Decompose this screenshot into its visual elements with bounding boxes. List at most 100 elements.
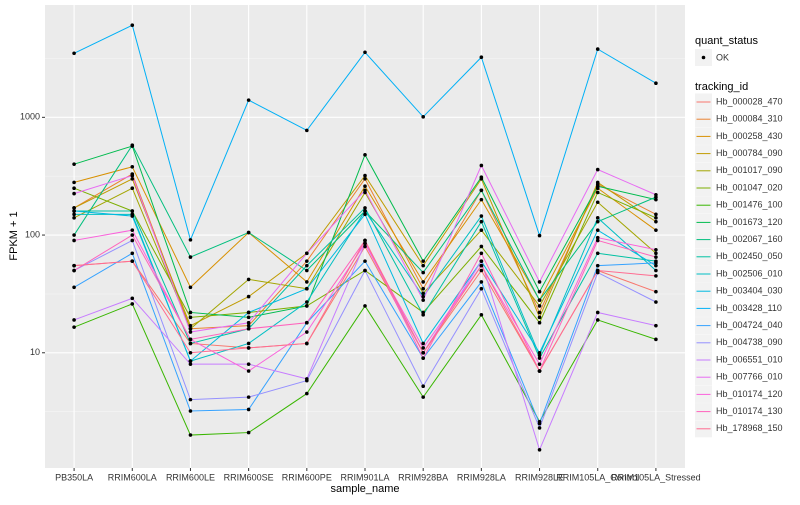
x-tick-label: RRIM901LA bbox=[340, 472, 389, 482]
data-point bbox=[130, 238, 135, 243]
data-point bbox=[305, 304, 309, 308]
data-point bbox=[421, 341, 425, 346]
data-point bbox=[595, 268, 600, 273]
data-point bbox=[363, 244, 367, 249]
data-point bbox=[595, 167, 600, 172]
legend-label: Hb_000784_090 bbox=[716, 148, 783, 158]
data-point bbox=[363, 241, 367, 246]
data-point bbox=[130, 302, 135, 306]
data-point bbox=[654, 289, 658, 294]
data-point bbox=[421, 259, 425, 263]
data-point bbox=[72, 325, 76, 329]
legend-label: Hb_000028_470 bbox=[716, 96, 783, 106]
data-point bbox=[188, 315, 193, 320]
data-point bbox=[479, 286, 484, 291]
data-point bbox=[654, 251, 658, 256]
data-point bbox=[72, 285, 76, 290]
data-point bbox=[537, 315, 542, 320]
x-tick-label: PB350LA bbox=[55, 472, 93, 482]
data-point bbox=[595, 219, 600, 224]
data-point bbox=[72, 162, 76, 166]
y-tick-label: 100 bbox=[25, 229, 40, 239]
data-point bbox=[305, 320, 309, 325]
data-point bbox=[421, 280, 425, 284]
data-point bbox=[654, 212, 658, 217]
data-point bbox=[246, 369, 251, 373]
data-point bbox=[421, 291, 425, 296]
data-point bbox=[246, 430, 251, 435]
data-point bbox=[188, 238, 193, 242]
data-point bbox=[363, 177, 367, 181]
legend-title: tracking_id bbox=[695, 81, 748, 93]
data-point bbox=[479, 219, 484, 224]
data-point bbox=[654, 274, 658, 278]
data-point bbox=[479, 197, 484, 202]
data-point bbox=[305, 280, 309, 284]
legend-title: quant_status bbox=[695, 35, 758, 47]
data-point bbox=[537, 289, 542, 294]
data-point bbox=[537, 304, 542, 308]
x-axis-title: sample_name bbox=[330, 483, 399, 495]
data-point bbox=[537, 353, 542, 358]
y-tick-label: 10 bbox=[30, 347, 40, 357]
data-point bbox=[305, 377, 309, 381]
legend-label: Hb_007766_010 bbox=[716, 372, 783, 382]
legend-label: Hb_001047_020 bbox=[716, 182, 783, 192]
data-point bbox=[537, 298, 542, 302]
data-point bbox=[130, 209, 135, 213]
data-point bbox=[72, 263, 76, 268]
data-point bbox=[72, 209, 76, 213]
data-point bbox=[537, 280, 542, 284]
data-point bbox=[363, 50, 367, 55]
data-point bbox=[537, 350, 542, 355]
data-point bbox=[595, 47, 600, 51]
data-point bbox=[654, 337, 658, 342]
legend-label: Hb_010174_130 bbox=[716, 406, 783, 416]
legend-label: OK bbox=[716, 52, 729, 62]
data-point bbox=[479, 280, 484, 284]
data-point bbox=[246, 294, 251, 299]
data-point bbox=[595, 200, 600, 205]
data-point bbox=[595, 310, 600, 315]
data-point bbox=[363, 304, 367, 308]
legend-label: Hb_001476_100 bbox=[716, 200, 783, 210]
data-point bbox=[479, 263, 484, 268]
data-point bbox=[479, 244, 484, 249]
data-point bbox=[246, 362, 251, 366]
data-point bbox=[72, 206, 76, 210]
legend-label: Hb_003428_110 bbox=[716, 303, 782, 313]
data-point bbox=[479, 259, 484, 263]
data-point bbox=[72, 268, 76, 273]
data-point bbox=[421, 115, 425, 119]
data-point bbox=[537, 369, 542, 373]
data-point bbox=[305, 341, 309, 346]
data-point bbox=[305, 300, 309, 304]
y-axis-title: FPKM + 1 bbox=[8, 211, 20, 260]
data-point bbox=[363, 238, 367, 243]
legend-label: Hb_178968_150 bbox=[716, 423, 783, 433]
data-point bbox=[421, 384, 425, 389]
data-point bbox=[72, 186, 76, 191]
data-point bbox=[246, 310, 251, 315]
data-point bbox=[479, 313, 484, 317]
data-point bbox=[363, 153, 367, 157]
legend-label: Hb_001017_090 bbox=[716, 165, 783, 175]
data-point bbox=[537, 421, 542, 426]
data-point bbox=[421, 350, 425, 355]
data-point bbox=[479, 55, 484, 60]
data-point bbox=[654, 228, 658, 232]
legend-label: Hb_006551_010 bbox=[716, 354, 783, 364]
data-point bbox=[188, 326, 193, 331]
legend-label: Hb_002067_160 bbox=[716, 234, 783, 244]
data-point bbox=[246, 395, 251, 399]
data-point bbox=[305, 263, 309, 268]
data-point bbox=[363, 268, 367, 273]
y-tick-label: 1000 bbox=[20, 112, 40, 122]
data-point bbox=[595, 318, 600, 322]
data-point bbox=[421, 346, 425, 350]
data-point bbox=[421, 270, 425, 275]
data-point bbox=[72, 233, 76, 237]
x-tick-label: RRIM105LA_Stressed bbox=[611, 472, 701, 482]
data-point bbox=[188, 323, 193, 328]
data-point bbox=[537, 447, 542, 452]
